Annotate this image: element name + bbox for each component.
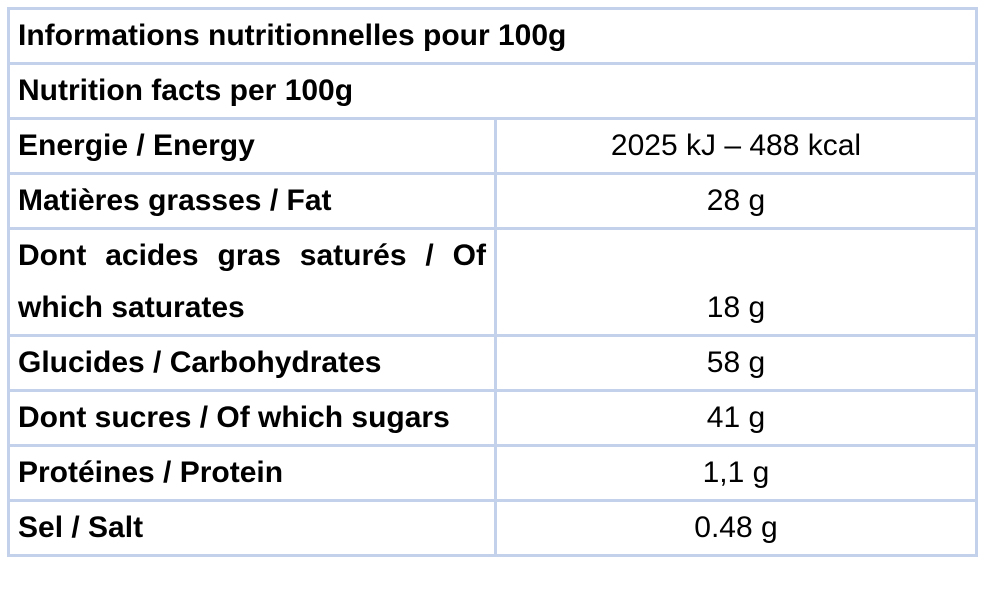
row-value: 41 g — [494, 389, 978, 447]
row-value: 2025 kJ – 488 kcal — [494, 117, 978, 175]
row-label: Dont acides gras saturés / Of which satu… — [7, 227, 497, 337]
header-en: Nutrition facts per 100g — [7, 62, 978, 120]
row-label: Dont sucres / Of which sugars — [7, 389, 497, 447]
row-value: 0.48 g — [494, 499, 978, 557]
row-label: Protéines / Protein — [7, 444, 497, 502]
row-value: 18 g — [494, 227, 978, 337]
row-value: 1,1 g — [494, 444, 978, 502]
row-label: Matières grasses / Fat — [7, 172, 497, 230]
row-label: Energie / Energy — [7, 117, 497, 175]
nutrition-table: Informations nutritionnelles pour 100g N… — [7, 7, 978, 557]
row-value: 58 g — [494, 334, 978, 392]
row-label: Sel / Salt — [7, 499, 497, 557]
row-value: 28 g — [494, 172, 978, 230]
header-fr: Informations nutritionnelles pour 100g — [7, 7, 978, 65]
row-label: Glucides / Carbohydrates — [7, 334, 497, 392]
